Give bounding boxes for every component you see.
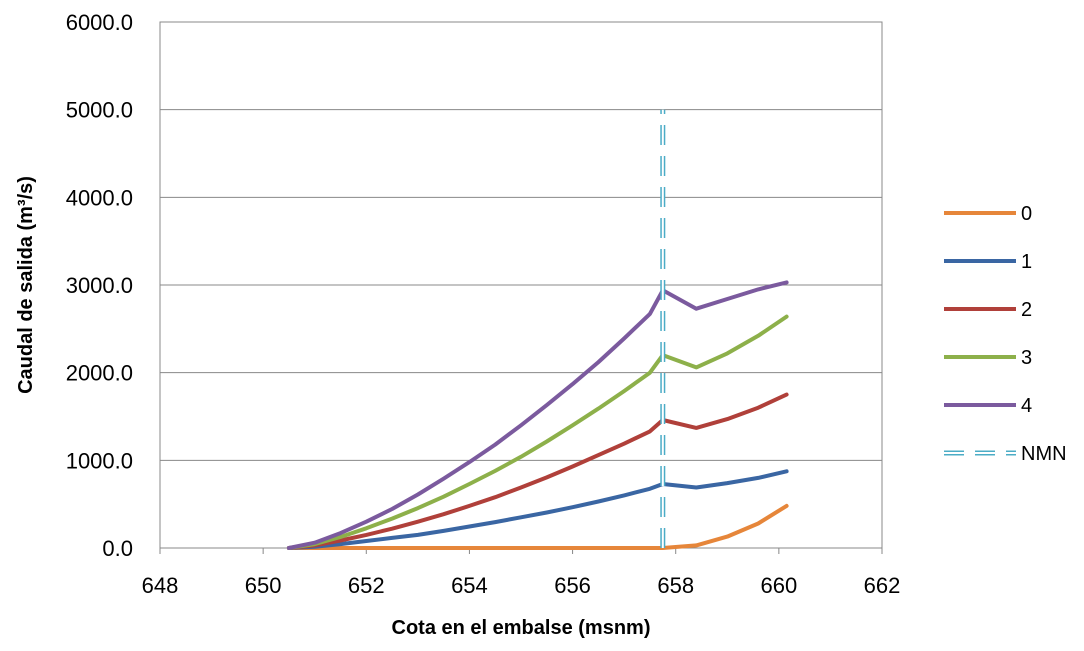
y-tick-label: 5000.0: [66, 98, 133, 123]
legend-label: 2: [1021, 299, 1032, 321]
legend-label: 4: [1021, 395, 1032, 417]
x-tick-label: 648: [142, 573, 179, 598]
x-tick-label: 662: [864, 573, 901, 598]
y-tick-label: 4000.0: [66, 185, 133, 210]
x-tick-label: 656: [554, 573, 591, 598]
y-tick-label: 6000.0: [66, 10, 133, 35]
x-tick-label: 660: [760, 573, 797, 598]
x-tick-label: 654: [451, 573, 488, 598]
series-line-1: [286, 469, 789, 550]
gridlines: [160, 109, 882, 461]
y-tick-label: 2000.0: [66, 361, 133, 386]
y-tick-label: 3000.0: [66, 273, 133, 298]
x-tick-label: 652: [348, 573, 385, 598]
series-line-0: [286, 503, 789, 550]
axes: 0.0 1000.0 2000.0 3000.0 4000.0 5000.0 6000.0 6…: [66, 10, 901, 598]
x-tick-label: 658: [657, 573, 694, 598]
series-line-2: [286, 392, 789, 550]
y-tick-label: 0.0: [102, 536, 133, 561]
legend-label: 0: [1021, 203, 1032, 225]
legend-label: 1: [1021, 251, 1032, 273]
x-tick-label: 650: [245, 573, 282, 598]
series-lines: [286, 109, 789, 550]
series-line-4: [286, 280, 789, 550]
y-axis-title: Caudal de salida (m³/s): [15, 176, 37, 394]
series-line-3: [286, 314, 789, 550]
legend-label: NMN: [1021, 443, 1067, 465]
y-tick-label: 1000.0: [66, 448, 133, 473]
x-axis-title: Cota en el embalse (msnm): [392, 617, 651, 639]
legend-label: 3: [1021, 347, 1032, 369]
legend: 0 1 2 3 4 NMN: [944, 203, 1067, 465]
